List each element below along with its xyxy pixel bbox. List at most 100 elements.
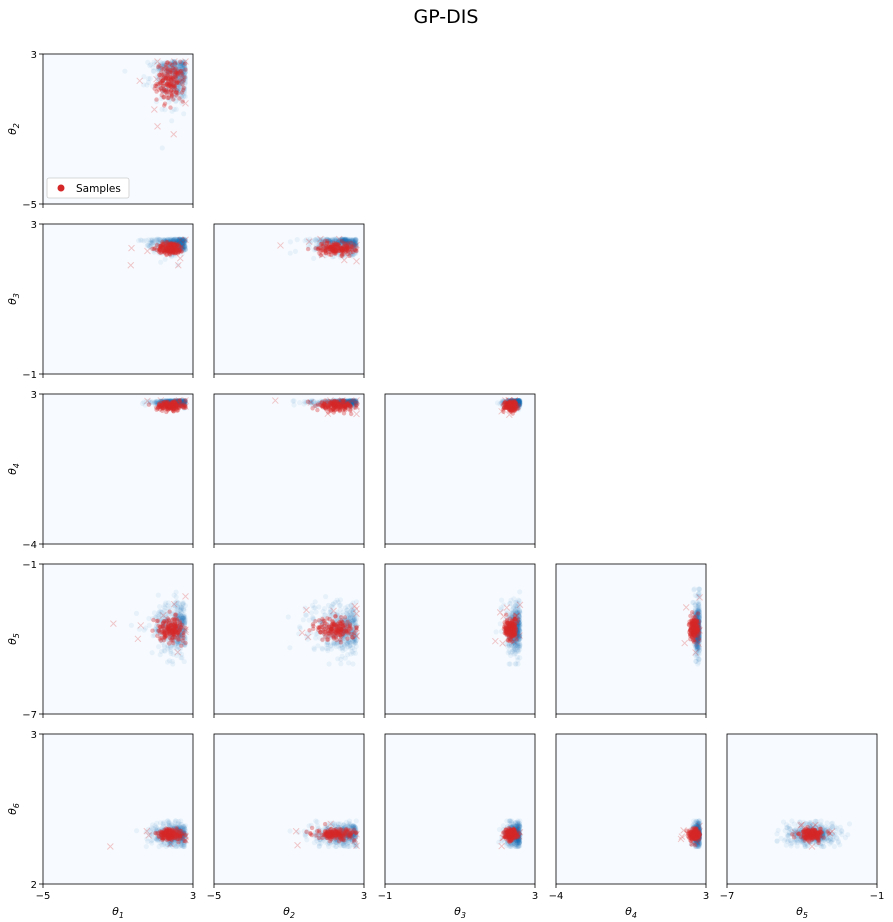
sample-point xyxy=(167,242,173,247)
density-point xyxy=(180,615,186,621)
density-point xyxy=(162,401,168,407)
density-point xyxy=(163,242,169,248)
density-point xyxy=(157,652,163,658)
density-point xyxy=(350,605,356,612)
density-point xyxy=(180,237,186,243)
density-point xyxy=(178,398,184,404)
density-point xyxy=(303,399,309,405)
density-point xyxy=(344,400,350,407)
density-point xyxy=(163,88,169,94)
density-point xyxy=(513,398,520,404)
density-point xyxy=(511,639,517,645)
density-point xyxy=(170,237,176,244)
sample-point xyxy=(171,405,176,410)
sample-point xyxy=(318,245,323,250)
sample-point xyxy=(512,407,517,413)
sample-point xyxy=(330,618,335,624)
density-point xyxy=(172,236,178,242)
density-point xyxy=(171,239,177,245)
density-point xyxy=(338,401,344,407)
density-point xyxy=(143,398,149,404)
sample-point xyxy=(166,95,171,101)
density-point xyxy=(164,403,170,409)
density-point xyxy=(350,618,356,624)
density-point xyxy=(175,632,182,638)
density-point xyxy=(176,400,182,406)
sample-point xyxy=(161,73,166,78)
sample-point xyxy=(316,627,321,633)
density-point xyxy=(178,71,184,77)
density-point xyxy=(349,612,355,618)
density-point xyxy=(319,399,325,405)
density-point xyxy=(162,635,168,642)
sample-marker xyxy=(316,246,324,254)
sample-point xyxy=(316,625,321,630)
density-point xyxy=(350,398,356,405)
sample-point xyxy=(512,405,518,410)
density-point xyxy=(166,620,172,626)
density-point xyxy=(180,398,186,404)
sample-point xyxy=(325,616,330,621)
density-point xyxy=(346,244,352,250)
density-point xyxy=(176,242,182,248)
legend-label: Samples xyxy=(76,183,121,195)
density-point xyxy=(500,398,506,404)
density-point xyxy=(179,402,185,408)
density-point xyxy=(331,246,337,252)
density-point xyxy=(339,398,345,404)
sample-point xyxy=(316,247,321,252)
density-point xyxy=(168,635,174,641)
density-point xyxy=(499,399,505,405)
density-point xyxy=(163,404,169,411)
density-point xyxy=(165,600,172,606)
sample-point xyxy=(164,401,169,406)
density-point xyxy=(170,238,176,244)
sample-point xyxy=(341,625,347,631)
density-point xyxy=(170,251,176,257)
density-point xyxy=(349,400,355,406)
sample-point xyxy=(341,623,347,628)
sample-point xyxy=(336,243,341,248)
sample-point xyxy=(157,403,163,408)
density-point xyxy=(169,83,175,90)
sample-point xyxy=(167,75,172,80)
sample-point xyxy=(504,405,509,410)
density-point xyxy=(181,621,188,627)
sample-point xyxy=(175,630,180,635)
density-point xyxy=(182,244,188,250)
density-point xyxy=(173,236,179,242)
density-point xyxy=(352,237,358,243)
density-point xyxy=(328,398,334,404)
density-point xyxy=(170,248,176,254)
density-point xyxy=(165,248,172,254)
sample-point xyxy=(336,242,341,247)
density-point xyxy=(512,646,519,653)
density-point xyxy=(510,400,516,406)
density-point xyxy=(515,397,522,404)
density-point xyxy=(162,237,168,243)
sample-point xyxy=(165,399,170,405)
sample-point xyxy=(513,400,518,405)
sample-point xyxy=(347,625,352,630)
density-point xyxy=(512,401,518,407)
density-point xyxy=(339,634,345,641)
density-point xyxy=(337,625,343,632)
sample-point xyxy=(176,629,181,634)
density-point xyxy=(137,237,144,243)
scatter-points xyxy=(277,235,360,265)
density-point xyxy=(512,608,518,614)
density-point xyxy=(320,238,326,244)
sample-point xyxy=(164,405,170,410)
sample-marker xyxy=(163,245,170,253)
density-point xyxy=(181,614,187,620)
sample-point xyxy=(165,60,170,65)
density-point xyxy=(157,59,163,65)
density-point xyxy=(170,67,176,73)
density-point xyxy=(320,637,326,643)
sample-point xyxy=(331,402,336,407)
density-point xyxy=(172,84,178,90)
density-point xyxy=(512,400,518,406)
density-point xyxy=(333,241,339,247)
density-point xyxy=(172,600,178,606)
density-point xyxy=(169,66,175,72)
